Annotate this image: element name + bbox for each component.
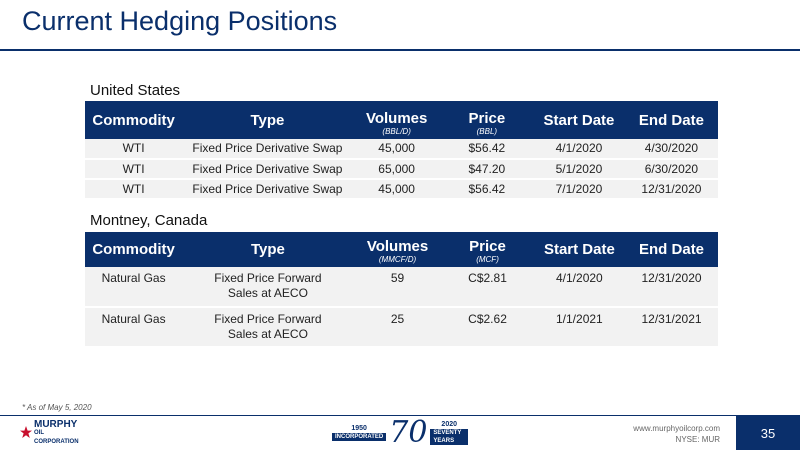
cell-price: $56.42 bbox=[468, 141, 506, 155]
cell-type: Fixed Price Derivative Swap bbox=[192, 181, 343, 196]
cell-commodity: WTI bbox=[122, 181, 145, 196]
cell-commodity: WTI bbox=[122, 161, 145, 176]
cell-end-date: 6/30/2020 bbox=[644, 161, 699, 176]
canada-header-volumes-label: Volumes bbox=[366, 238, 429, 255]
us-header-type: Type bbox=[250, 111, 285, 129]
us-header-volumes-unit: (BBL/D) bbox=[382, 127, 411, 136]
canada-hedge-table: Commodity Type Volumes (MMCF/D) Price (M… bbox=[85, 232, 718, 348]
canada-header-price-label: Price bbox=[469, 238, 506, 255]
canada-header-price-unit: (MCF) bbox=[476, 255, 499, 264]
cell-end-date: 4/30/2020 bbox=[644, 141, 699, 155]
canada-header-commodity: Commodity bbox=[92, 241, 175, 258]
cell-end-date: 12/31/2020 bbox=[641, 181, 702, 196]
footer-contact: www.murphyoilcorp.com NYSE: MUR bbox=[633, 423, 720, 445]
murphy-logo: MURPHY OIL CORPORATION bbox=[20, 419, 82, 447]
page-number: 35 bbox=[736, 416, 800, 450]
cell-price: $56.42 bbox=[468, 181, 506, 196]
canada-header-price: Price (MCF) bbox=[441, 232, 533, 267]
us-header-volumes-label: Volumes bbox=[365, 110, 428, 127]
cell-type: Fixed Price Forward Sales at AECO bbox=[214, 312, 322, 341]
canada-header-row: Commodity Type Volumes (MMCF/D) Price (M… bbox=[85, 232, 718, 267]
table-row: Natural Gas Fixed Price Forward Sales at… bbox=[85, 267, 718, 307]
us-hedge-table: Commodity Type Volumes (BBL/D) Price (BB… bbox=[85, 101, 718, 200]
cell-start-date: 1/1/2021 bbox=[556, 312, 603, 326]
us-header-start: Start Date bbox=[543, 111, 615, 129]
cell-start-date: 4/1/2020 bbox=[556, 271, 603, 285]
us-header-commodity: Commodity bbox=[92, 111, 175, 129]
anniv-band-right: SEVENTY YEARS bbox=[430, 429, 468, 445]
cell-commodity: Natural Gas bbox=[101, 312, 166, 326]
cell-volumes: 59 bbox=[390, 271, 405, 285]
cell-end-date: 12/31/2021 bbox=[641, 312, 702, 326]
cell-start-date: 4/1/2020 bbox=[555, 141, 603, 155]
cell-end-date: 12/31/2020 bbox=[641, 271, 702, 285]
us-header-price-label: Price bbox=[468, 110, 506, 127]
cell-start-date: 5/1/2020 bbox=[555, 161, 603, 176]
canada-header-volumes-unit: (MMCF/D) bbox=[378, 255, 417, 264]
anniv-year-left: 1950 bbox=[351, 425, 367, 432]
cell-type: Fixed Price Derivative Swap bbox=[192, 141, 343, 155]
cell-volumes: 25 bbox=[390, 312, 405, 326]
us-header-volumes: Volumes (BBL/D) bbox=[353, 101, 441, 139]
logo-text: MURPHY OIL CORPORATION bbox=[34, 418, 82, 447]
us-header-price-unit: (BBL) bbox=[476, 127, 498, 136]
table-row: WTI Fixed Price Derivative Swap 45,000 $… bbox=[85, 139, 718, 159]
logo-line1: MURPHY bbox=[34, 418, 78, 430]
canada-section-label: Montney, Canada bbox=[90, 212, 208, 229]
cell-commodity: Natural Gas bbox=[101, 271, 166, 285]
us-header-row: Commodity Type Volumes (BBL/D) Price (BB… bbox=[85, 101, 718, 139]
us-header-end: End Date bbox=[638, 111, 704, 129]
website-link[interactable]: www.murphyoilcorp.com bbox=[633, 424, 720, 433]
star-icon bbox=[20, 426, 32, 438]
cell-price: C$2.62 bbox=[468, 312, 507, 326]
cell-type: Fixed Price Derivative Swap bbox=[192, 161, 343, 176]
anniv-year-right: 2020 bbox=[441, 421, 457, 428]
footer-divider bbox=[0, 415, 800, 416]
cell-start-date: 7/1/2020 bbox=[555, 181, 603, 196]
cell-type: Fixed Price Forward Sales at AECO bbox=[214, 271, 322, 300]
cell-commodity: WTI bbox=[122, 141, 145, 155]
canada-header-volumes: Volumes (MMCF/D) bbox=[354, 232, 442, 267]
table-row: WTI Fixed Price Derivative Swap 65,000 $… bbox=[85, 159, 718, 179]
cell-price: $47.20 bbox=[468, 161, 506, 176]
canada-header-start: Start Date bbox=[543, 241, 615, 258]
cell-volumes: 45,000 bbox=[378, 181, 415, 196]
us-header-price: Price (BBL) bbox=[441, 101, 534, 139]
table-row: WTI Fixed Price Derivative Swap 45,000 $… bbox=[85, 179, 718, 199]
cell-volumes: 45,000 bbox=[378, 141, 415, 155]
canada-header-type: Type bbox=[250, 241, 285, 258]
seventy-years-badge: 1950 INCORPORATED 70 2020 SEVENTY YEARS bbox=[332, 415, 468, 450]
ticker-label: NYSE: MUR bbox=[675, 435, 720, 444]
anniv-right: 2020 SEVENTY YEARS bbox=[430, 421, 468, 445]
anniv-band-left: INCORPORATED bbox=[332, 433, 387, 441]
logo-line2: OIL CORPORATION bbox=[34, 429, 79, 445]
title-divider bbox=[0, 49, 800, 51]
anniv-number: 70 bbox=[389, 415, 428, 450]
canada-header-end: End Date bbox=[639, 241, 705, 258]
us-section-label: United States bbox=[90, 82, 181, 99]
footnote: * As of May 5, 2020 bbox=[22, 403, 92, 412]
cell-volumes: 65,000 bbox=[378, 161, 415, 176]
page-title: Current Hedging Positions bbox=[22, 6, 338, 36]
cell-price: C$2.81 bbox=[468, 271, 507, 285]
table-row: Natural Gas Fixed Price Forward Sales at… bbox=[85, 307, 718, 347]
anniv-left: 1950 INCORPORATED bbox=[332, 425, 387, 441]
